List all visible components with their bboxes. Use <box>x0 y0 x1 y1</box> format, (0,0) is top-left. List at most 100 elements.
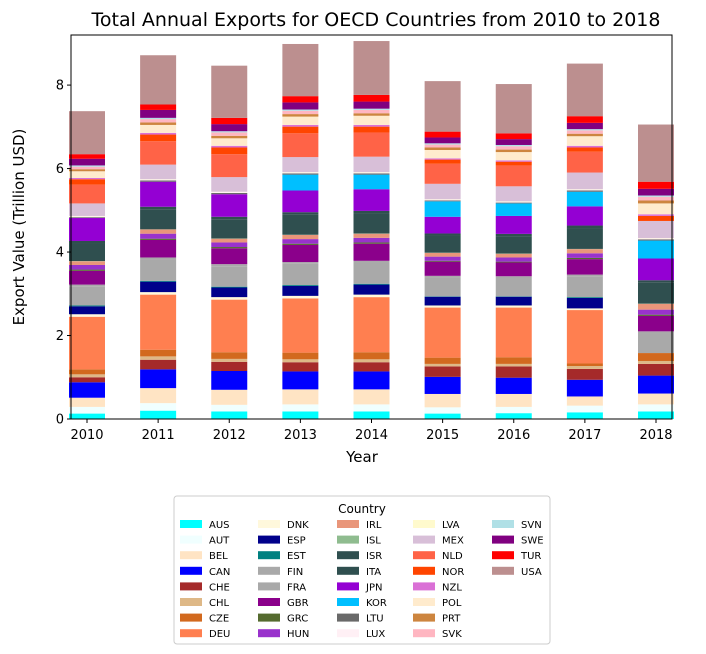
bar-segment-mex-2013 <box>282 157 319 173</box>
bar-segment-mex-2017 <box>566 172 603 190</box>
legend-swatch-nor <box>413 566 435 575</box>
bar-segment-can-2015 <box>424 376 461 394</box>
bar-segment-irl-2011 <box>140 229 177 234</box>
bar-segment-nor-2010 <box>69 179 105 185</box>
legend-swatch-svk <box>413 629 435 638</box>
legend-swatch-hun <box>258 629 280 638</box>
bar-segment-bel-2015 <box>424 393 461 408</box>
bar-segment-fin-2018 <box>638 333 674 354</box>
y-tick-label: 0 <box>56 413 64 428</box>
bar-segment-esp-2013 <box>282 285 319 296</box>
bar-segment-jpn-2011 <box>140 181 177 207</box>
bar-segment-dnk-2014 <box>353 294 390 298</box>
bar-segment-jpn-2017 <box>566 206 603 226</box>
bar-segment-tur-2010 <box>69 154 105 159</box>
legend-label-tur: TUR <box>520 551 541 562</box>
bar-segment-jpn-2016 <box>495 215 532 234</box>
y-tick-label: 4 <box>56 246 64 261</box>
bar-segment-prt-2010 <box>69 169 105 172</box>
bar-segment-lux-2016 <box>495 201 532 203</box>
bar-segment-lux-2013 <box>282 172 319 174</box>
bar-segment-usa-2013 <box>282 43 319 97</box>
bar-segment-swe-2014 <box>353 101 390 109</box>
bar-segment-nor-2014 <box>353 126 390 133</box>
bar-segment-esp-2014 <box>353 284 390 295</box>
legend-label-dnk: DNK <box>287 520 309 531</box>
bar-segment-pol-2012 <box>211 138 248 146</box>
bar-segment-nzl-2015 <box>424 158 461 160</box>
bar-segment-isr-2010 <box>69 243 105 262</box>
bar-segment-deu-2016 <box>495 307 532 358</box>
legend-label-chl: CHL <box>209 598 230 609</box>
y-tick-label: 8 <box>56 79 64 94</box>
bar-segment-aut-2016 <box>495 406 532 414</box>
legend-swatch-fra <box>258 582 280 591</box>
legend-label-lva: LVA <box>442 520 460 531</box>
bar-segment-est-2013 <box>282 285 319 286</box>
bar-segment-hun-2010 <box>69 264 105 270</box>
bar-segment-aut-2015 <box>424 407 461 414</box>
bar-segment-chl-2010 <box>69 374 105 378</box>
bar-segment-aut-2014 <box>353 404 390 412</box>
bar-segment-gbr-2011 <box>140 239 177 258</box>
legend-label-hun: HUN <box>287 629 309 640</box>
bar-segment-tur-2018 <box>638 181 674 189</box>
bar-segment-che-2011 <box>140 359 177 370</box>
bar-segment-fra-2018 <box>638 331 674 334</box>
bar-segment-aut-2017 <box>566 405 603 413</box>
bar-segment-can-2012 <box>211 371 248 390</box>
bar-segment-lux-2017 <box>566 189 603 191</box>
legend-swatch-usa <box>492 566 514 575</box>
bar-segment-che-2014 <box>353 362 390 372</box>
bar-segment-ltu-2015 <box>424 200 461 202</box>
legend-label-isl: ISL <box>366 536 381 547</box>
legend-swatch-gbr <box>258 598 280 606</box>
legend-label-gbr: GBR <box>287 598 309 609</box>
bar-segment-nor-2011 <box>140 134 177 142</box>
bar-segment-nld-2016 <box>495 165 532 187</box>
bar-segment-cze-2018 <box>638 353 674 361</box>
bar-segment-aus-2011 <box>140 410 177 419</box>
legend-label-lux: LUX <box>366 629 385 640</box>
bar-segment-kor-2013 <box>282 174 319 191</box>
bar-segment-mex-2011 <box>140 164 177 180</box>
bar-segment-bel-2017 <box>566 396 603 406</box>
bar-segment-cze-2015 <box>424 357 461 364</box>
bar-segment-fin-2014 <box>353 262 390 284</box>
bar-segment-isr-2012 <box>211 219 248 239</box>
legend-swatch-esp <box>258 535 280 544</box>
bar-segment-usa-2017 <box>566 63 603 117</box>
bar-segment-fin-2015 <box>424 277 461 297</box>
bar-segment-jpn-2015 <box>424 216 461 234</box>
legend-label-est: EST <box>287 551 307 562</box>
bar-segment-prt-2012 <box>211 135 248 139</box>
bar-segment-grc-2011 <box>140 238 177 240</box>
bar-segment-pol-2015 <box>424 149 461 159</box>
bar-segment-tur-2016 <box>495 133 532 140</box>
bar-segment-aut-2010 <box>69 406 105 414</box>
legend-swatch-cze <box>180 613 202 622</box>
bar-segment-hun-2013 <box>282 239 319 244</box>
bar-segment-usa-2010 <box>69 111 105 155</box>
bar-segment-chl-2013 <box>282 359 319 363</box>
bar-segment-aus-2017 <box>566 412 603 419</box>
bar-segment-swe-2011 <box>140 109 177 118</box>
bar-segment-ltu-2013 <box>282 173 319 175</box>
bar-segment-gbr-2016 <box>495 262 532 277</box>
bar-segment-nzl-2018 <box>638 214 674 216</box>
bar-segment-aus-2013 <box>282 411 319 419</box>
bar-segment-gbr-2015 <box>424 261 461 276</box>
bar-segment-tur-2017 <box>566 116 603 123</box>
bar-segment-pol-2010 <box>69 171 105 178</box>
bar-segment-irl-2015 <box>424 252 461 257</box>
legend-label-ltu: LTU <box>366 614 384 625</box>
legend-swatch-jpn <box>337 582 359 591</box>
legend-swatch-isr <box>337 551 359 560</box>
bar-segment-irl-2010 <box>69 261 105 265</box>
bar-segment-aus-2015 <box>424 413 461 419</box>
bar-segment-fra-2015 <box>424 275 461 278</box>
bar-segment-dnk-2013 <box>282 295 319 299</box>
bar-segment-kor-2014 <box>353 174 390 190</box>
bar-segment-ita-2017 <box>566 225 603 229</box>
